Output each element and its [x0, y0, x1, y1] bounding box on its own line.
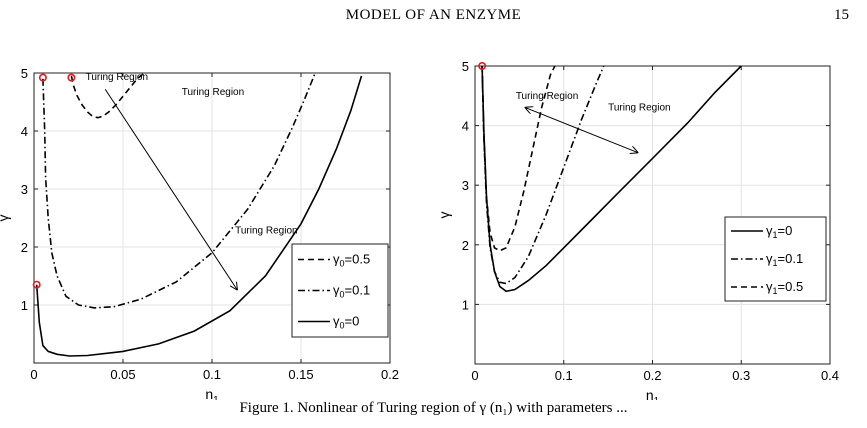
x-tick-label: 0.3	[732, 368, 750, 383]
marker-point	[67, 73, 76, 82]
annotation-turing-region: Turing Region	[608, 103, 670, 114]
left-chart: 0 0.05 0.1 0.15 0.2 1 2 3 4 5 n1 γ Turing Region Turi…	[0, 66, 399, 400]
x-tick-label: 0.1	[555, 368, 573, 383]
y-tick-label: 4	[462, 119, 469, 134]
series-line-dash	[70, 72, 145, 119]
y-tick-label: 1	[21, 298, 28, 313]
y-tick-label: 4	[21, 124, 28, 139]
x-tick-label: 0	[471, 368, 478, 383]
page-number: 15	[834, 7, 849, 23]
x-axis-label: n1	[205, 386, 219, 400]
x-tick-label: 0.2	[643, 368, 661, 383]
x-tick-label: 0.15	[288, 367, 313, 382]
marker-point	[478, 61, 487, 70]
y-tick-label: 1	[462, 297, 469, 312]
x-tick-label: 0.05	[110, 367, 135, 382]
right-chart: 0 0.1 0.2 0.3 0.4 1 2 3 4 5 n1 γ Turing Region Turing…	[436, 59, 839, 400]
legend-label-value: =0	[778, 223, 793, 238]
y-tick-label: 5	[462, 59, 469, 74]
legend-label-subscript: 0	[340, 290, 345, 300]
y-tick-label: 2	[21, 240, 28, 255]
legend-label-value: =0.1	[778, 251, 804, 266]
y-tick-label: 3	[462, 178, 469, 193]
legend-label: γ1=0	[766, 223, 792, 240]
y-axis-label: γ	[436, 212, 452, 219]
y-tick-label: 3	[21, 182, 28, 197]
annotation-turing-region: Turing Region	[182, 87, 244, 98]
page-header: MODEL OF AN ENZYME 15	[0, 7, 867, 27]
legend-label-subscript: 1	[773, 286, 778, 296]
annotation-turing-region: Turing Region	[235, 226, 297, 237]
marker-point	[32, 280, 41, 289]
x-tick-label: 0.4	[821, 368, 839, 383]
annotation-turing-region: Turing Region	[516, 91, 578, 102]
annotation-turing-region: Turing Region	[86, 72, 148, 83]
series-line-dashdot	[42, 72, 316, 309]
annotation-arrow	[526, 108, 638, 153]
figure-caption: Figure 1. Nonlinear of Turing region of …	[239, 400, 628, 416]
legend-label: γ1=0.1	[766, 251, 803, 268]
legend-label-value: =0.1	[345, 283, 371, 298]
legend-label: γ1=0.5	[766, 279, 803, 296]
legend-label: γ0=0.1	[333, 283, 370, 300]
x-tick-label: 0.1	[203, 367, 221, 382]
legend-label-subscript: 1	[773, 230, 778, 240]
x-axis-label-subscript: 1	[654, 396, 660, 400]
x-tick-label: 0.2	[381, 367, 399, 382]
legend-label-subscript: 0	[340, 259, 345, 269]
y-axis-label: γ	[0, 215, 11, 222]
x-axis-label-subscript: 1	[213, 395, 219, 400]
marker-point	[38, 73, 47, 82]
legend-label-value: =0.5	[345, 252, 371, 267]
y-tick-label: 2	[462, 238, 469, 253]
series-line-solid	[35, 75, 363, 357]
legend-label: γ0=0.5	[333, 252, 370, 269]
x-tick-label: 0	[30, 367, 37, 382]
annotation-arrow	[104, 88, 237, 289]
legend-label-value: =0.5	[778, 279, 804, 294]
running-title: MODEL OF AN ENZYME	[345, 7, 522, 23]
x-axis-label: n1	[646, 387, 660, 400]
legend-label-value: =0	[345, 314, 360, 329]
legend-label: γ0=0	[333, 314, 359, 331]
legend-label-subscript: 0	[340, 321, 345, 331]
y-tick-label: 5	[21, 66, 28, 81]
legend-label-subscript: 1	[773, 258, 778, 268]
